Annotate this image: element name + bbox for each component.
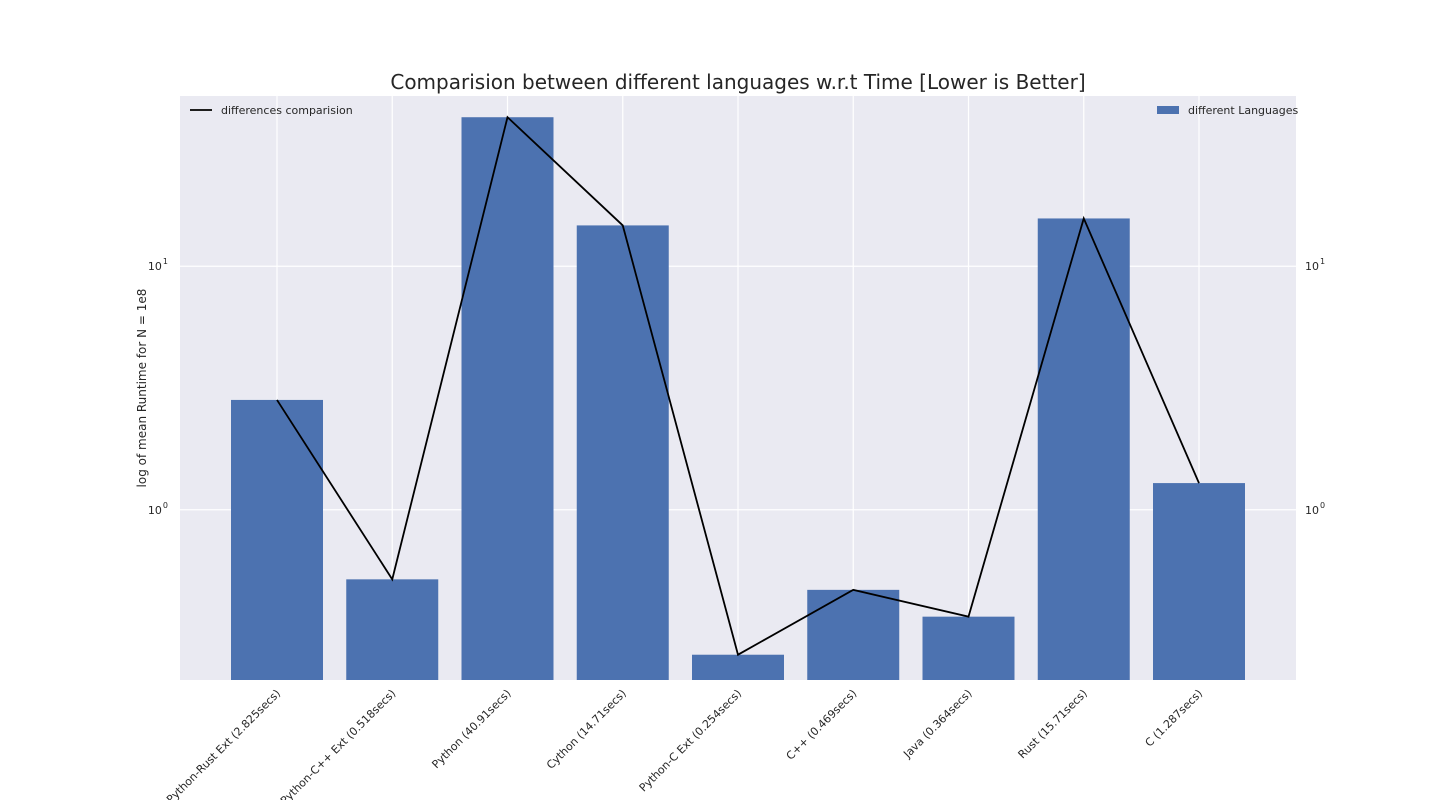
y-tick-exponent: 1 <box>1320 257 1325 266</box>
chart-title: Comparision between different languages … <box>390 70 1085 94</box>
bar-7 <box>1037 218 1130 680</box>
y-tick-label-right: 100 <box>1305 501 1325 517</box>
y-tick-exponent: 1 <box>163 257 168 266</box>
y-tick-label-left: 101 <box>148 257 168 273</box>
legend-bar-swatch <box>1157 106 1179 114</box>
legend-bar: different Languages <box>1157 104 1299 117</box>
y-tick-exponent: 0 <box>163 501 168 510</box>
x-tick-label-1: Python-C++ Ext (0.518secs) <box>278 687 398 800</box>
x-tick-label-5: C++ (0.469secs) <box>784 687 860 763</box>
bar-4 <box>692 654 784 680</box>
y-tick-exponent: 0 <box>1320 501 1325 510</box>
x-tick-label-8: C (1.287secs) <box>1143 687 1206 750</box>
legend-bar-label: different Languages <box>1188 104 1299 117</box>
line-series-path <box>276 115 1200 657</box>
x-tick-label-7: Rust (15.71secs) <box>1016 687 1090 761</box>
x-tick-label-0: Python-Rust Ext (2.825secs) <box>164 687 283 800</box>
y-tick-label-right: 101 <box>1305 257 1325 273</box>
bar-1 <box>346 579 439 680</box>
y-axis-label: log of mean Runtime for N = 1e8 <box>135 289 149 488</box>
legend-line-label: differences comparision <box>221 104 353 117</box>
bar-2 <box>461 117 554 680</box>
x-tick-label-4: Python-C Ext (0.254secs) <box>637 687 744 794</box>
bar-8 <box>1153 483 1245 680</box>
line-series <box>276 115 1200 657</box>
x-tick-label-2: Python (40.91secs) <box>429 687 513 771</box>
bar-5 <box>807 589 900 680</box>
bar-series <box>231 117 1245 680</box>
bar-0 <box>231 399 323 680</box>
y-tick-label-left: 100 <box>148 501 168 517</box>
x-tick-label-3: Cython (14.71secs) <box>544 687 629 772</box>
legend-line: differences comparision <box>190 104 353 117</box>
bar-6 <box>922 616 1015 680</box>
bar-3 <box>576 225 669 680</box>
x-tick-label-6: Java (0.364secs) <box>900 687 974 761</box>
x-axis-ticks: Python-Rust Ext (2.825secs)Python-C++ Ex… <box>164 687 1205 800</box>
